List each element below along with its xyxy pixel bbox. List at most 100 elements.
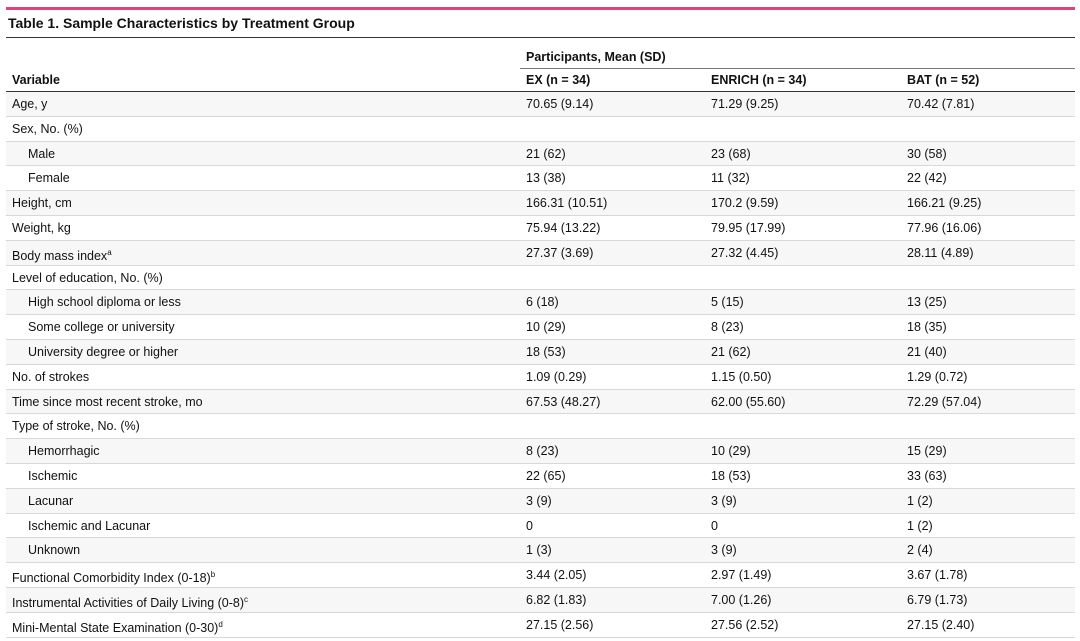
row-label-text: Height, cm	[12, 196, 72, 211]
row-label: No. of strokes	[12, 365, 89, 390]
row-label-text: Sex, No. (%)	[12, 121, 83, 136]
row-label: Hemorrhagic	[28, 439, 100, 464]
table-cell: 30 (58)	[907, 146, 947, 161]
row-label-text: No. of strokes	[12, 369, 90, 384]
spanner-rule	[520, 68, 1075, 69]
row-label: Level of education, No. (%)	[12, 266, 163, 291]
row-label: Some college or university	[28, 315, 175, 340]
row-label: Ischemic	[28, 464, 77, 489]
table-cell: 21 (40)	[907, 345, 947, 359]
row-label-text: Hemorrhagic	[28, 444, 100, 459]
table-cell: 3 (9)	[526, 493, 552, 508]
spanner-header: Participants, Mean (SD)	[526, 50, 666, 64]
table-cell: 27.56 (2.52)	[711, 617, 779, 632]
table-row: Sex, No. (%)	[6, 116, 1075, 142]
row-label: Unknown	[28, 538, 80, 563]
table-row: High school diploma or less 6 (18) 5 (15) 1…	[6, 290, 1075, 316]
table-cell: 70.65 (9.14)	[526, 97, 594, 111]
table-cell: 8 (23)	[526, 444, 559, 459]
table-row: Instrumental Activities of Daily Living …	[6, 588, 1075, 613]
table-cell: 166.21 (9.25)	[907, 196, 982, 211]
row-label-text: Time since most recent stroke, mo	[12, 394, 203, 409]
table-cell: 10 (29)	[711, 444, 751, 459]
row-label-text: Instrumental Activities of Daily Living …	[12, 596, 245, 611]
table-row: Level of education, No. (%)	[6, 265, 1075, 291]
table-row: Some college or university 10 (29) 8 (23) 1…	[6, 315, 1075, 340]
table-cell: 1.15 (0.50)	[711, 369, 772, 384]
row-label: Weight, kg	[12, 216, 71, 241]
table-cell: 13 (38)	[526, 171, 566, 186]
table-row: Male 21 (62) 23 (68) 30 (58)	[6, 141, 1075, 167]
table-title: Table 1. Sample Characteristics by Treat…	[8, 15, 355, 31]
table-cell: 18 (53)	[711, 469, 751, 483]
table-row: Ischemic 22 (65) 18 (53) 33 (63)	[6, 464, 1075, 489]
table-cell: 21 (62)	[711, 345, 751, 359]
table-cell: 8 (23)	[711, 320, 744, 335]
column-header: Variable	[12, 73, 60, 87]
table-cell: 27.15 (2.40)	[907, 617, 975, 632]
table-cell: 3.67 (1.78)	[907, 568, 968, 583]
table-row: Time since most recent stroke, mo 67.53 (…	[6, 389, 1075, 415]
row-label: Lacunar	[28, 489, 73, 514]
footnote-marker: b	[210, 570, 216, 580]
table-cell: 1.29 (0.72)	[907, 369, 968, 384]
table-cell: 75.94 (13.22)	[526, 221, 601, 235]
table-cell: 1.09 (0.29)	[526, 369, 587, 384]
table-cell: 70.42 (7.81)	[907, 97, 975, 111]
table-cell: 27.32 (4.45)	[711, 245, 779, 260]
accent-rule	[6, 7, 1075, 10]
header-rule	[6, 91, 1075, 92]
row-label: Height, cm	[12, 191, 72, 216]
table-row: Body mass indexa 27.37 (3.69) 27.32 (4.45)…	[6, 240, 1075, 266]
table-row: Hemorrhagic 8 (23) 10 (29) 15 (29)	[6, 439, 1075, 464]
table-cell: 0	[711, 518, 718, 533]
table-row: Weight, kg 75.94 (13.22) 79.95 (17.99) 77.9…	[6, 216, 1075, 241]
column-header: EX (n = 34)	[526, 73, 591, 87]
table-cell: 71.29 (9.25)	[711, 97, 779, 111]
table-cell: 27.15 (2.56)	[526, 617, 594, 632]
row-label: High school diploma or less	[28, 290, 181, 315]
table-cell: 2.97 (1.49)	[711, 568, 772, 583]
table-row: Lacunar 3 (9) 3 (9) 1 (2)	[6, 488, 1075, 514]
row-label: Ischemic and Lacunar	[28, 514, 150, 539]
column-header: ENRICH (n = 34)	[711, 73, 807, 87]
row-label-text: Level of education, No. (%)	[12, 270, 163, 285]
table-row: University degree or higher 18 (53) 21 (62…	[6, 340, 1075, 365]
table-cell: 13 (25)	[907, 295, 947, 310]
column-header: BAT (n = 52)	[907, 73, 980, 87]
footnote-marker: d	[218, 619, 223, 629]
row-label: Type of stroke, No. (%)	[12, 414, 140, 439]
table-cell: 0	[526, 518, 533, 533]
table-row: No. of strokes 1.09 (0.29) 1.15 (0.50) 1.29…	[6, 364, 1075, 390]
table-cell: 3 (9)	[711, 543, 737, 558]
footnote-marker: a	[107, 247, 112, 257]
table-cell: 6.82 (1.83)	[526, 593, 587, 607]
table-cell: 28.11 (4.89)	[907, 245, 974, 260]
table-cell: 22 (42)	[907, 171, 947, 186]
table-cell: 6.79 (1.73)	[907, 593, 968, 607]
table-cell: 21 (62)	[526, 146, 566, 161]
row-label: Instrumental Activities of Daily Living …	[12, 588, 248, 616]
table-cell: 10 (29)	[526, 320, 566, 335]
table-cell: 1 (2)	[907, 518, 933, 533]
table-cell: 67.53 (48.27)	[526, 394, 601, 409]
row-label-text: High school diploma or less	[28, 295, 181, 310]
table-cell: 166.31 (10.51)	[526, 196, 608, 211]
table-cell: 6 (18)	[526, 295, 559, 310]
table-cell: 18 (53)	[526, 345, 566, 359]
row-label-text: Lacunar	[28, 493, 74, 508]
row-label: Mini-Mental State Examination (0-30)d	[12, 613, 223, 641]
row-label-text: Ischemic	[28, 469, 78, 483]
table-cell: 1 (3)	[526, 543, 552, 558]
table-row: Female 13 (38) 11 (32) 22 (42)	[6, 166, 1075, 192]
row-label-text: Female	[28, 171, 70, 186]
row-label-text: Male	[28, 146, 56, 161]
table-cell: 15 (29)	[907, 444, 947, 459]
row-label-text: Functional Comorbidity Index (0-18)	[12, 571, 211, 586]
table-cell: 22 (65)	[526, 469, 566, 483]
table-cell: 27.37 (3.69)	[526, 245, 594, 260]
row-label: Male	[28, 142, 55, 167]
table-row: Functional Comorbidity Index (0-18)b 3.44…	[6, 563, 1075, 588]
table-cell: 5 (15)	[711, 295, 744, 310]
row-label-text: Some college or university	[28, 320, 175, 335]
